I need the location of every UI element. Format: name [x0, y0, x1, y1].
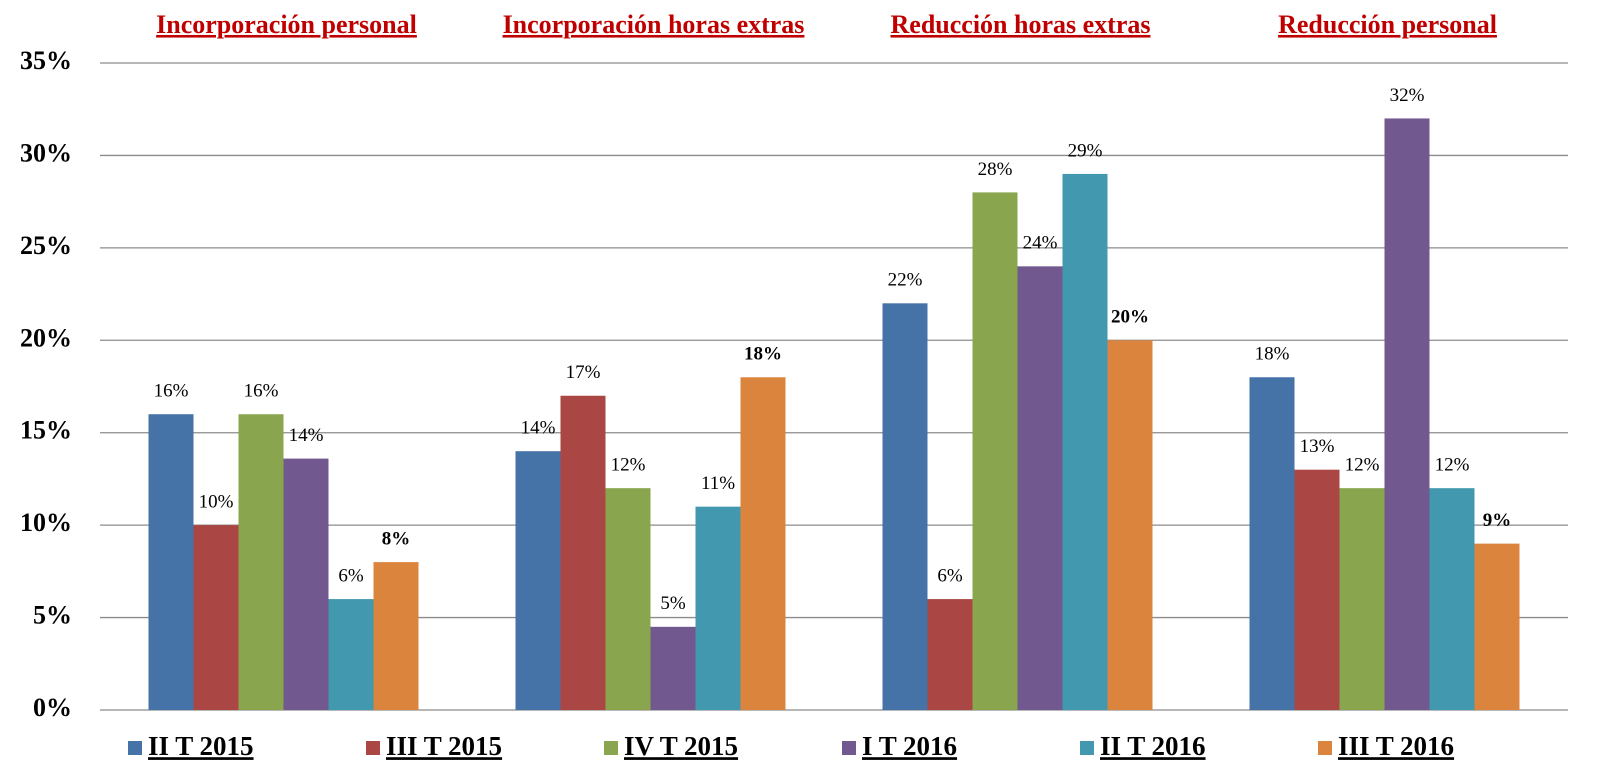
data-label: 13% — [1300, 436, 1335, 457]
bar — [560, 395, 606, 710]
data-label: 18% — [744, 344, 782, 365]
data-label: 8% — [382, 528, 411, 549]
bar — [193, 525, 239, 710]
y-tick-label: 25% — [20, 231, 72, 260]
legend-label: III T 2016 — [1338, 731, 1454, 761]
bar — [328, 599, 374, 710]
data-label: 14% — [289, 425, 324, 446]
data-label: 17% — [566, 362, 601, 383]
data-label: 10% — [199, 492, 234, 513]
data-label: 28% — [978, 159, 1013, 180]
legend-label: I T 2016 — [862, 731, 957, 761]
bar — [695, 506, 741, 710]
bar — [515, 451, 561, 710]
y-tick-label: 0% — [33, 693, 72, 722]
bar — [1384, 118, 1430, 710]
data-label: 20% — [1111, 307, 1149, 328]
y-tick-label: 15% — [20, 416, 72, 445]
bar — [1062, 173, 1108, 710]
legend-swatch — [128, 741, 142, 755]
legend-swatch — [1080, 741, 1094, 755]
bar — [1017, 266, 1063, 710]
bar — [605, 488, 651, 710]
data-label: 11% — [701, 473, 735, 494]
category-label: Incorporación horas extras — [503, 10, 805, 39]
data-label: 9% — [1483, 510, 1512, 531]
legend-swatch — [842, 741, 856, 755]
bar — [740, 377, 786, 710]
bar — [283, 458, 329, 710]
data-label: 12% — [1345, 455, 1380, 476]
data-label: 18% — [1255, 344, 1290, 365]
data-label: 16% — [154, 381, 189, 402]
category-label: Incorporación personal — [156, 10, 417, 39]
legend-label: III T 2015 — [386, 731, 502, 761]
bar — [1429, 488, 1475, 710]
y-tick-label: 35% — [20, 46, 72, 75]
data-label: 32% — [1390, 85, 1425, 106]
y-tick-label: 30% — [20, 138, 72, 167]
bar — [1474, 543, 1520, 710]
data-label: 6% — [338, 565, 364, 586]
data-label: 22% — [888, 270, 923, 291]
bar — [1107, 340, 1153, 710]
y-tick-label: 10% — [20, 508, 72, 537]
bar — [238, 414, 284, 710]
data-label: 12% — [611, 455, 646, 476]
data-label: 24% — [1023, 233, 1058, 254]
data-label: 6% — [937, 565, 963, 586]
legend-swatch — [604, 741, 618, 755]
bar — [1249, 377, 1295, 710]
bar — [650, 626, 696, 710]
category-label: Reducción horas extras — [891, 10, 1151, 39]
category-label: Reducción personal — [1278, 10, 1497, 39]
legend-swatch — [366, 741, 380, 755]
data-label: 16% — [244, 381, 279, 402]
data-label: 5% — [660, 593, 686, 614]
bar — [1294, 469, 1340, 710]
bar — [972, 192, 1018, 710]
legend-label: II T 2015 — [148, 731, 254, 761]
y-tick-label: 20% — [20, 323, 72, 352]
bar — [882, 303, 928, 710]
legend-swatch — [1318, 741, 1332, 755]
legend-label: II T 2016 — [1100, 731, 1206, 761]
bar — [148, 414, 194, 710]
data-label: 12% — [1435, 455, 1470, 476]
data-label: 29% — [1068, 140, 1103, 161]
bar — [927, 599, 973, 710]
bar — [373, 562, 419, 710]
y-tick-label: 5% — [33, 601, 72, 630]
data-label: 14% — [521, 418, 556, 439]
legend-label: IV T 2015 — [624, 731, 738, 761]
bar — [1339, 488, 1385, 710]
